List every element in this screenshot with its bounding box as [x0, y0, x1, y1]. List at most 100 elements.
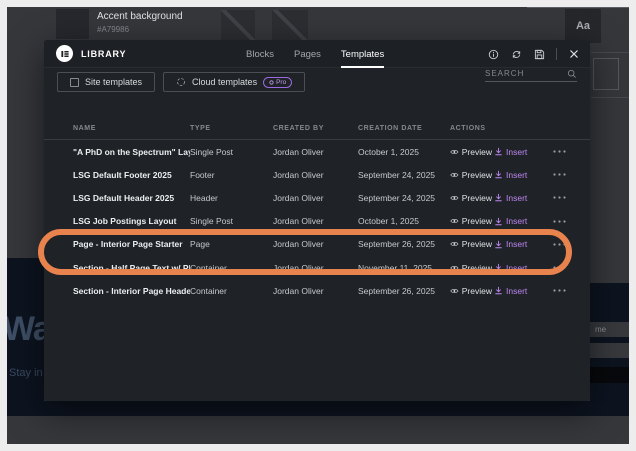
accent-color-swatch — [56, 9, 89, 39]
typography-tile: Aa — [565, 9, 601, 43]
insert-button[interactable]: Insert — [494, 147, 527, 157]
template-type: Container — [190, 285, 227, 296]
insert-button[interactable]: Insert — [494, 239, 527, 249]
eye-icon — [450, 288, 459, 293]
ellipsis-icon — [553, 196, 566, 200]
template-name: "A PhD on the Spectrum" Layout — [73, 146, 190, 157]
template-creation-date: September 24, 2025 — [358, 169, 436, 180]
background-divider — [527, 7, 629, 8]
insert-button[interactable]: Insert — [494, 263, 527, 273]
preview-button[interactable]: Preview — [450, 239, 492, 249]
modal-tabs: Blocks Pages Templates — [246, 40, 385, 68]
background-divider — [591, 97, 629, 98]
pro-dot-icon — [269, 79, 274, 85]
more-options-button[interactable] — [553, 196, 566, 200]
table-body: "A PhD on the Spectrum" Layout Single Po… — [44, 140, 590, 302]
cloud-templates-filter-button[interactable]: Cloud templates Pro — [163, 72, 306, 92]
template-type: Footer — [190, 169, 215, 180]
ellipsis-icon — [553, 289, 566, 292]
preview-button[interactable]: Preview — [450, 263, 492, 273]
more-options-button[interactable] — [553, 173, 566, 176]
table-row[interactable]: Section - Interior Page Header Container… — [44, 279, 590, 302]
template-name: LSG Job Postings Layout — [73, 216, 177, 227]
sync-icon[interactable] — [510, 48, 522, 60]
template-created-by: Jordan Oliver — [273, 192, 324, 203]
more-options-button[interactable] — [553, 289, 566, 292]
template-created-by: Jordan Oliver — [273, 239, 324, 250]
template-type: Header — [190, 192, 218, 203]
template-name: Page - Interior Page Starter — [73, 239, 183, 250]
table-row[interactable]: Section - Half Page Text w/ Photo Contai… — [44, 256, 590, 279]
background-outlined-box — [593, 58, 619, 90]
template-type: Page — [190, 239, 210, 250]
template-created-by: Jordan Oliver — [273, 146, 324, 157]
eye-icon — [450, 219, 459, 224]
site-templates-filter-button[interactable]: Site templates — [57, 72, 156, 92]
info-icon[interactable] — [487, 48, 499, 60]
table-row[interactable]: Page - Interior Page Starter Page Jordan… — [44, 233, 590, 256]
page-preview-bottom — [7, 401, 629, 416]
tab-blocks[interactable]: Blocks — [246, 48, 274, 60]
search-field[interactable] — [485, 66, 577, 82]
preview-button[interactable]: Preview — [450, 193, 492, 203]
close-icon[interactable] — [568, 48, 580, 60]
table-row[interactable]: LSG Default Footer 2025 Footer Jordan Ol… — [44, 163, 590, 186]
ellipsis-icon — [553, 243, 566, 246]
more-options-button[interactable] — [553, 220, 566, 223]
insert-button[interactable]: Insert — [494, 216, 527, 226]
accent-background-label: Accent background — [97, 11, 183, 22]
column-actions: ACTIONS — [450, 125, 486, 132]
page-preview-left: Wan Stay in the — [7, 258, 44, 416]
preview-button[interactable]: Preview — [450, 286, 492, 296]
column-created-by: CREATED BY — [273, 125, 324, 132]
tab-pages[interactable]: Pages — [293, 48, 321, 60]
more-options-button[interactable] — [553, 266, 566, 269]
eye-icon — [450, 149, 459, 154]
search-input[interactable] — [485, 69, 567, 78]
cloud-templates-label: Cloud templates — [192, 77, 258, 87]
insert-button[interactable]: Insert — [494, 193, 527, 203]
site-templates-label: Site templates — [85, 77, 143, 87]
template-type: Single Post — [190, 146, 233, 157]
row-actions: Preview Insert — [443, 193, 590, 203]
insert-download-icon — [495, 217, 502, 225]
header-divider — [556, 48, 557, 60]
insert-download-icon — [495, 194, 502, 202]
tab-templates[interactable]: Templates — [340, 40, 385, 68]
column-type: TYPE — [190, 125, 211, 132]
row-actions: Preview Insert — [443, 147, 590, 157]
table-row[interactable]: LSG Job Postings Layout Single Post Jord… — [44, 210, 590, 233]
pro-badge: Pro — [263, 76, 293, 88]
insert-button[interactable]: Insert — [494, 170, 527, 180]
insert-download-icon — [495, 147, 502, 156]
preview-button[interactable]: Preview — [450, 170, 492, 180]
insert-download-icon — [495, 171, 502, 179]
ellipsis-icon — [553, 173, 566, 176]
template-name: LSG Default Header 2025 — [73, 192, 175, 203]
template-creation-date: September 26, 2025 — [358, 285, 436, 296]
cloud-sync-icon — [177, 78, 185, 86]
eye-icon — [450, 265, 459, 270]
empty-style-tile — [221, 10, 255, 40]
more-options-button[interactable] — [553, 150, 566, 153]
table-header-row: NAME TYPE CREATED BY CREATION DATE ACTIO… — [44, 118, 590, 140]
template-created-by: Jordan Oliver — [273, 285, 324, 296]
editor-canvas: Accent background #A79986 Aa Wan Stay in… — [7, 7, 629, 444]
templates-table: NAME TYPE CREATED BY CREATION DATE ACTIO… — [44, 118, 590, 302]
table-row[interactable]: "A PhD on the Spectrum" Layout Single Po… — [44, 140, 590, 163]
column-name: NAME — [73, 125, 97, 132]
template-creation-date: September 26, 2025 — [358, 239, 436, 250]
template-creation-date: November 11, 2025 — [358, 262, 433, 273]
save-icon[interactable] — [533, 48, 545, 60]
preview-button[interactable]: Preview — [450, 216, 492, 226]
eye-icon — [450, 242, 459, 247]
insert-button[interactable]: Insert — [494, 286, 527, 296]
preview-button[interactable]: Preview — [450, 147, 492, 157]
row-actions: Preview Insert — [443, 170, 590, 180]
table-row[interactable]: LSG Default Header 2025 Header Jordan Ol… — [44, 186, 590, 209]
modal-header: LIBRARY Blocks Pages Templates — [44, 40, 590, 68]
more-options-button[interactable] — [553, 243, 566, 246]
search-icon — [567, 69, 576, 78]
ellipsis-icon — [553, 266, 566, 269]
filter-row: Site templates Cloud templates Pro — [57, 72, 306, 92]
